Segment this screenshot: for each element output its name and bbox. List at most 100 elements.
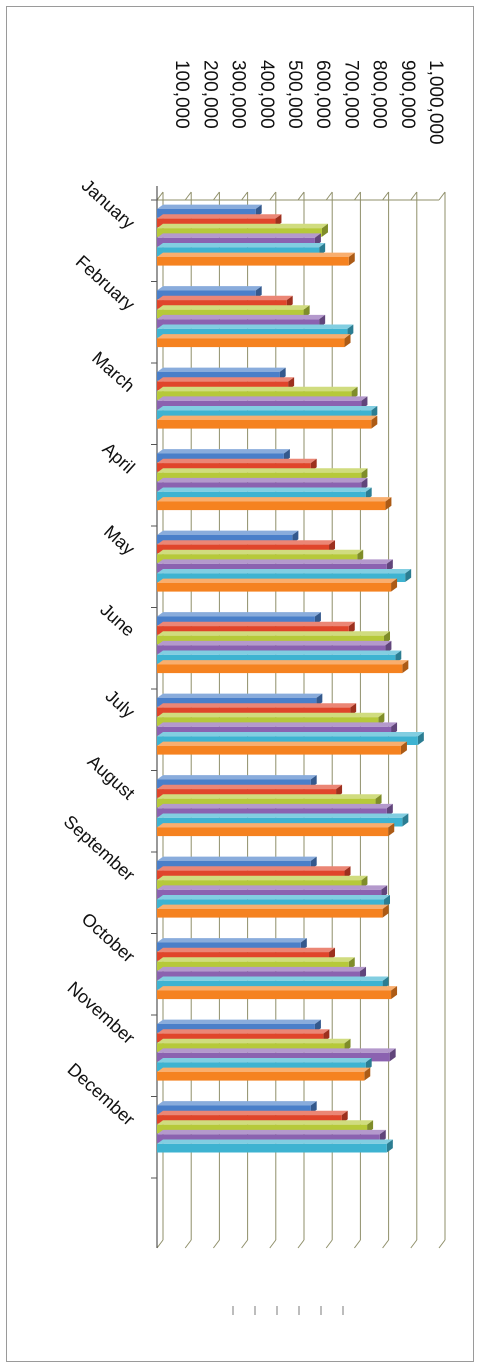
bar xyxy=(157,961,349,971)
bar xyxy=(157,410,372,419)
bar-top-face xyxy=(157,449,290,454)
bar xyxy=(157,453,284,463)
bar-top-face xyxy=(157,938,307,943)
floor-diagonal xyxy=(325,191,333,201)
category-label: November xyxy=(64,978,139,1048)
bar xyxy=(157,717,379,726)
bar-top-face xyxy=(157,895,391,900)
bar xyxy=(157,491,366,501)
bar-end-face xyxy=(405,569,412,582)
bar xyxy=(157,290,256,300)
floor-diagonal xyxy=(353,191,361,201)
tick-label: 800,000 xyxy=(369,60,390,129)
tick-label: 200,000 xyxy=(199,60,220,129)
legend-key xyxy=(232,1306,234,1315)
bar xyxy=(157,889,382,899)
bar xyxy=(157,645,386,654)
bar-end-face xyxy=(344,334,351,348)
bar-top-face xyxy=(157,286,262,291)
bar xyxy=(157,319,320,328)
bar xyxy=(157,971,361,980)
legend-key xyxy=(254,1306,256,1315)
floor-diagonal xyxy=(297,191,305,201)
bar-top-face xyxy=(157,386,358,392)
bar xyxy=(157,899,385,908)
category-label: September xyxy=(60,811,139,885)
bar xyxy=(157,870,345,880)
bar-top-face xyxy=(157,223,328,229)
bar xyxy=(157,228,322,237)
bar-end-face xyxy=(321,223,328,237)
tick-label: 500,000 xyxy=(284,60,305,129)
category-label: October xyxy=(78,909,139,967)
bar-top-face xyxy=(157,957,355,962)
floor-diagonal xyxy=(212,1239,220,1249)
bar xyxy=(157,472,362,482)
floor-diagonal xyxy=(410,191,418,201)
bar xyxy=(157,554,358,563)
floor-diagonal xyxy=(241,191,249,201)
bar xyxy=(157,1105,311,1115)
bar xyxy=(157,798,376,808)
bar xyxy=(157,980,383,990)
bar xyxy=(157,1052,390,1062)
bar-top-face xyxy=(157,578,398,583)
bar-top-face xyxy=(157,612,321,617)
bar xyxy=(157,544,330,554)
floor-diagonal xyxy=(325,1239,333,1249)
bar-top-face xyxy=(157,784,343,790)
bar-top-face xyxy=(157,966,367,972)
bar-top-face xyxy=(157,885,388,890)
bar xyxy=(157,583,392,592)
bar xyxy=(157,827,389,837)
bar-top-face xyxy=(157,214,282,219)
bar xyxy=(157,218,276,228)
floor-diagonal xyxy=(382,191,390,201)
floor-diagonal xyxy=(184,1239,192,1249)
bar xyxy=(157,942,301,952)
bar-end-face xyxy=(402,660,409,674)
bar-top-face xyxy=(157,621,355,627)
category-label: April xyxy=(99,439,139,478)
bar-end-face xyxy=(389,1048,396,1062)
tick-label: 900,000 xyxy=(397,60,418,129)
bar-top-face xyxy=(157,396,368,401)
bar-top-face xyxy=(157,1058,372,1063)
bar xyxy=(157,990,392,1000)
bar-end-face xyxy=(364,1067,371,1081)
bar xyxy=(157,808,387,817)
category-label: December xyxy=(64,1059,139,1129)
bar xyxy=(157,1033,324,1043)
bar xyxy=(157,635,385,645)
bar-top-face xyxy=(157,540,336,545)
floor-diagonal xyxy=(382,1239,390,1249)
bar xyxy=(157,817,403,827)
tick-label: 300,000 xyxy=(228,60,249,129)
bar-end-face xyxy=(382,904,389,918)
tick-label: 700,000 xyxy=(340,60,361,129)
category-label: August xyxy=(84,751,139,803)
bar xyxy=(157,698,317,707)
bar-top-face xyxy=(157,712,385,718)
category-label: February xyxy=(72,251,139,314)
bar xyxy=(157,381,289,391)
bar-top-face xyxy=(157,803,393,809)
bar-top-face xyxy=(157,559,393,564)
bar xyxy=(157,861,311,870)
bar xyxy=(157,1043,345,1052)
bar-end-face xyxy=(391,578,398,592)
floor-diagonal xyxy=(269,1239,277,1249)
bar-top-face xyxy=(157,1038,351,1044)
bar-top-face xyxy=(157,415,378,420)
bar-top-face xyxy=(157,775,317,780)
floor-diagonal xyxy=(269,191,277,201)
category-label: July xyxy=(102,686,139,722)
bar-top-face xyxy=(157,1120,374,1125)
floor-diagonal xyxy=(241,1239,249,1249)
bar xyxy=(157,616,315,626)
bar xyxy=(157,789,337,798)
bar xyxy=(157,209,256,218)
floor-diagonal xyxy=(156,191,164,201)
bar xyxy=(157,535,293,544)
